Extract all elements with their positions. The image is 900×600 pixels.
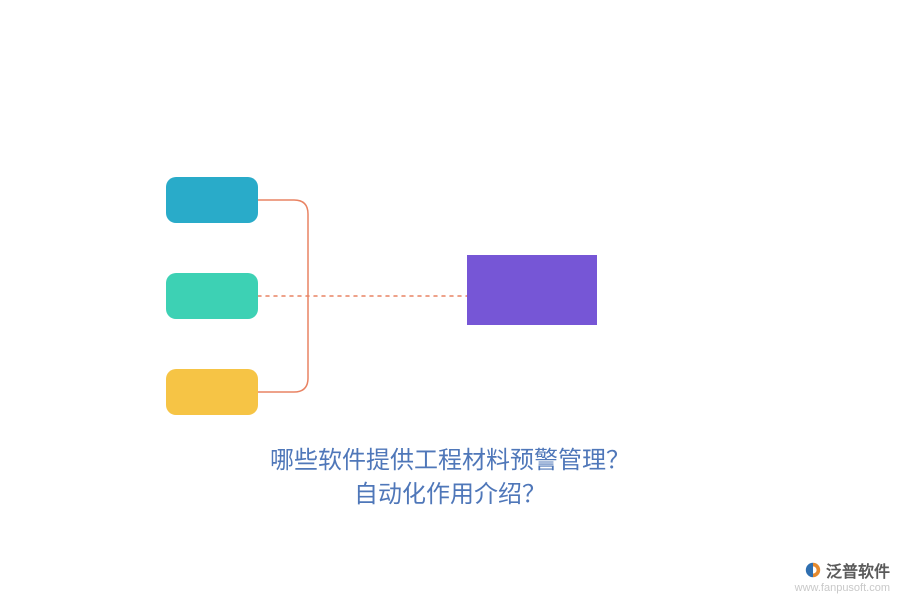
brand-logo-icon bbox=[804, 561, 822, 579]
caption-line-2: 自动化作用介绍？ bbox=[0, 478, 900, 512]
watermark: 泛普软件 www.fanpusoft.com bbox=[795, 558, 890, 594]
source-node-middle bbox=[166, 273, 258, 319]
bracket-connector bbox=[258, 200, 308, 392]
source-node-bottom bbox=[166, 369, 258, 415]
watermark-brand-text: 泛普软件 bbox=[826, 558, 890, 582]
source-node-top bbox=[166, 177, 258, 223]
caption-line-1: 哪些软件提供工程材料预警管理？ bbox=[0, 444, 900, 478]
watermark-url: www.fanpusoft.com bbox=[795, 582, 890, 594]
watermark-brand: 泛普软件 bbox=[795, 558, 890, 582]
target-node bbox=[467, 255, 597, 325]
diagram-canvas: 哪些软件提供工程材料预警管理？ 自动化作用介绍？ 泛普软件 www.fanpus… bbox=[0, 0, 900, 600]
caption-block: 哪些软件提供工程材料预警管理？ 自动化作用介绍？ bbox=[0, 444, 900, 512]
